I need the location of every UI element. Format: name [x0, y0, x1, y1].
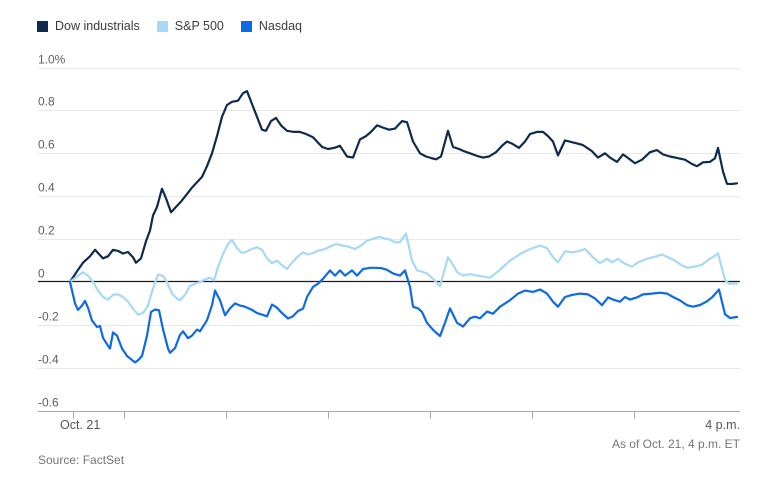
y-axis-label: 0.4 — [38, 181, 55, 195]
sp500-swatch-icon — [156, 21, 168, 32]
series-line-dow-industrials — [68, 89, 739, 284]
nasdaq-swatch-icon — [240, 21, 252, 32]
y-axis-label: 0.6 — [38, 138, 55, 152]
legend-item-nasdaq: Nasdaq — [240, 19, 302, 33]
legend-label-nasdaq: Nasdaq — [258, 19, 302, 33]
y-axis-label: -0.4 — [38, 353, 59, 367]
y-axis-label: -0.6 — [38, 396, 59, 410]
y-axis-label: -0.2 — [38, 310, 59, 324]
x-axis-start-label: Oct. 21 — [60, 418, 101, 432]
y-axis-label: 0 — [38, 267, 45, 281]
y-axis-label: 1.0% — [38, 53, 66, 67]
y-axis-label: 0.8 — [38, 95, 55, 109]
legend-label-sp500: S&P 500 — [174, 19, 224, 33]
y-axis-label: 0.2 — [38, 224, 55, 238]
legend-item-dow: Dow industrials — [37, 20, 140, 33]
x-axis-end-label: 4 p.m. — [705, 418, 740, 432]
legend-label-dow: Dow industrials — [55, 19, 140, 33]
as-of-footnote: As of Oct. 21, 4 p.m. ET — [611, 437, 740, 451]
dow-swatch-icon — [37, 21, 48, 32]
series-line-nasdaq — [68, 266, 739, 364]
source-credit: Source: FactSet — [38, 453, 125, 467]
legend-item-sp500: S&P 500 — [156, 19, 224, 33]
series-line-s-p-500 — [68, 232, 739, 316]
chart-legend: Dow industrials S&P 500 Nasdaq — [37, 20, 302, 33]
